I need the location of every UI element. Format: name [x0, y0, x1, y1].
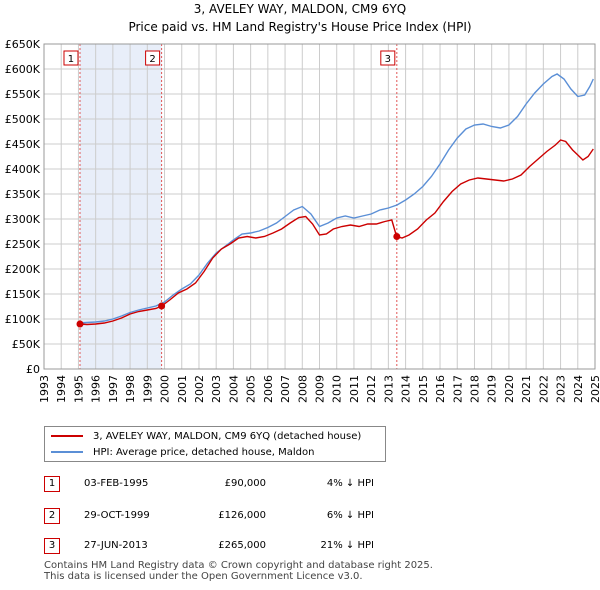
- x-tick-label: 2008: [296, 375, 309, 403]
- y-tick-label: £500K: [5, 113, 41, 126]
- y-tick-label: £100K: [5, 313, 41, 326]
- sale-price: £90,000: [224, 478, 266, 489]
- y-tick-label: £350K: [5, 188, 41, 201]
- x-tick-label: 2015: [417, 375, 430, 403]
- sale-date: 27-JUN-2013: [84, 540, 148, 551]
- y-tick-label: £50K: [12, 338, 41, 351]
- y-tick-label: £550K: [5, 88, 41, 101]
- price-chart: 1 2 3 £0 £50K £100K £150K £200K £250K £300K £350K £…: [5, 38, 600, 403]
- x-tick-label: 2003: [210, 375, 223, 403]
- legend-label-hpi: HPI: Average price, detached house, Mald…: [93, 446, 315, 458]
- y-tick-label: £650K: [5, 38, 41, 51]
- hpi-line: [78, 73, 594, 324]
- sale-hpi-diff: 21% ↓ HPI: [320, 540, 374, 551]
- sale-hpi-diff: 6% ↓ HPI: [326, 510, 374, 521]
- legend-label-property: 3, AVELEY WAY, MALDON, CM9 6YQ (detached…: [93, 430, 362, 442]
- y-tick-label: £250K: [5, 238, 41, 251]
- x-tick-label: 2002: [193, 375, 206, 403]
- y-tick-label: £450K: [5, 138, 41, 151]
- x-tick-label: 2007: [279, 375, 292, 403]
- y-tick-label: £400K: [5, 163, 41, 176]
- sale-date: 03-FEB-1995: [84, 478, 149, 489]
- sale-3-point: [393, 233, 401, 240]
- x-tick-label: 2018: [468, 375, 481, 403]
- x-tick-label: 2005: [245, 375, 258, 403]
- sale-price: £265,000: [218, 540, 266, 551]
- x-tick-label: 2016: [434, 375, 447, 403]
- sale-3-label-box: [380, 50, 396, 66]
- legend-swatch-hpi: [51, 451, 83, 453]
- x-tick-label: 2014: [400, 375, 413, 403]
- x-tick-label: 2009: [314, 375, 327, 403]
- x-tick-label: 1999: [141, 375, 154, 403]
- sale-2-label: 2: [149, 54, 155, 65]
- x-tick-label: 1996: [90, 375, 103, 403]
- legend-item-hpi: HPI: Average price, detached house, Mald…: [51, 444, 314, 460]
- x-tick-label: 2011: [348, 375, 361, 403]
- x-tick-label: 1997: [107, 375, 120, 403]
- x-tick-label: 2019: [486, 375, 499, 403]
- x-tick-label: 2024: [572, 375, 585, 403]
- x-tick-label: 2013: [382, 375, 395, 403]
- y-tick-label: £600K: [5, 63, 41, 76]
- sale-marker-label: 2: [44, 508, 60, 524]
- x-tick-label: 2022: [537, 375, 550, 403]
- legend-swatch-property: [51, 435, 83, 437]
- sale-marker-label: 1: [44, 476, 60, 492]
- sale-3-label: 3: [385, 54, 391, 65]
- sale-2-label-box: [145, 50, 161, 66]
- sale-1-point: [76, 320, 84, 328]
- x-tick-label: 2004: [227, 375, 240, 403]
- chart-legend: 3, AVELEY WAY, MALDON, CM9 6YQ (detached…: [44, 426, 386, 462]
- x-tick-label: 2020: [503, 375, 516, 403]
- x-tick-label: 2021: [520, 375, 533, 403]
- chart-title: 3, AVELEY WAY, MALDON, CM9 6YQ: [193, 2, 407, 16]
- y-tick-label: £0: [26, 363, 40, 376]
- sale-date: 29-OCT-1999: [84, 510, 150, 521]
- x-tick-label: 2000: [159, 375, 172, 403]
- y-tick-label: £300K: [5, 213, 41, 226]
- attribution: Contains HM Land Registry data © Crown c…: [44, 560, 433, 582]
- sale-2-point: [158, 302, 166, 310]
- x-tick-label: 1994: [55, 375, 68, 403]
- sale-price: £126,000: [218, 510, 266, 521]
- chart-subtitle: Price paid vs. HM Land Registry's House …: [128, 20, 472, 34]
- x-tick-label: 1995: [72, 375, 85, 403]
- sale-hpi-diff: 4% ↓ HPI: [326, 478, 374, 489]
- x-tick-label: 2017: [451, 375, 464, 403]
- x-tick-label: 2001: [176, 375, 189, 403]
- x-tick-label: 2012: [365, 375, 378, 403]
- attribution-line-2: This data is licensed under the Open Gov…: [44, 571, 363, 582]
- plot-border: [43, 43, 596, 370]
- x-tick-label: 2025: [589, 375, 600, 403]
- x-tick-label: 2023: [555, 375, 568, 403]
- y-tick-label: £150K: [5, 288, 41, 301]
- legend-item-property: 3, AVELEY WAY, MALDON, CM9 6YQ (detached…: [51, 428, 361, 444]
- sale-marker-label: 3: [44, 538, 60, 554]
- x-tick-label: 2006: [262, 375, 275, 403]
- attribution-line-1: Contains HM Land Registry data © Crown c…: [44, 560, 433, 571]
- sale-1-label-box: [63, 50, 79, 66]
- x-tick-label: 1993: [38, 375, 51, 403]
- y-tick-label: £200K: [5, 263, 41, 276]
- x-tick-label: 2010: [331, 375, 344, 403]
- sale-1-label: 1: [68, 54, 74, 65]
- shaded-period: [79, 44, 162, 369]
- x-tick-label: 1998: [124, 375, 137, 403]
- property-price-line: [79, 139, 594, 326]
